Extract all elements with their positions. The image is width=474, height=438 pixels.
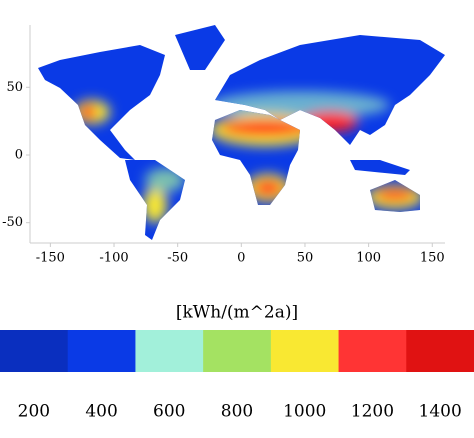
y-tick-label: 0 xyxy=(15,147,23,162)
colorbar-tick-label: 400 xyxy=(85,402,117,422)
y-tick-label: -50 xyxy=(2,215,23,230)
colorbar-tick-label: 800 xyxy=(221,402,253,422)
axes: -150 -100 -50 0 50 100 150 -50 0 50 xyxy=(2,25,445,266)
colorbar-cell xyxy=(270,330,340,372)
colorbar-cell xyxy=(67,330,136,372)
colorbar-tick-label: 600 xyxy=(153,402,185,422)
colorbar: 200 400 600 800 1000 1200 1400 xyxy=(0,330,474,422)
y-tick-label: 50 xyxy=(6,80,23,95)
colorbar-cell xyxy=(406,330,474,372)
colorbar-cell xyxy=(203,330,272,372)
x-tick-label: -100 xyxy=(99,251,128,266)
x-tick-label: 150 xyxy=(420,251,445,266)
x-tick-label: 50 xyxy=(297,251,314,266)
colorbar-cell xyxy=(135,330,204,372)
colorbar-tick-label: 1200 xyxy=(351,402,394,422)
x-tick-label: 100 xyxy=(356,251,381,266)
world-map xyxy=(38,25,445,240)
x-tick-label: 0 xyxy=(237,251,245,266)
x-tick-label: -150 xyxy=(36,251,65,266)
colorbar-tick-label: 200 xyxy=(18,402,50,422)
colorbar-cell xyxy=(338,330,407,372)
colorbar-tick-label: 1000 xyxy=(283,402,326,422)
colorbar-tick-label: 1400 xyxy=(419,402,462,422)
x-tick-label: -50 xyxy=(167,251,188,266)
colorbar-cell xyxy=(0,330,69,372)
colorbar-label: [kWh/(m^2a)] xyxy=(176,303,298,323)
